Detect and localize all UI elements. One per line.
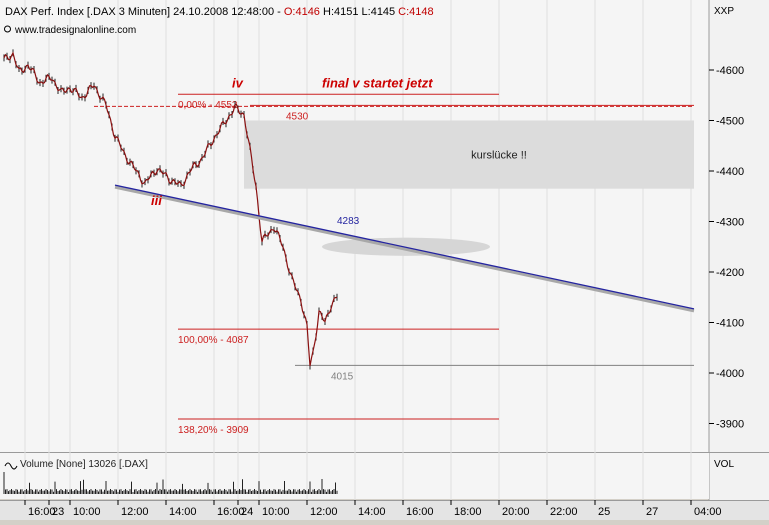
x-tick-label-6: 24 (241, 506, 253, 518)
copyright-icon (4, 25, 11, 33)
x-tick-label-4: 14:00 (169, 506, 197, 518)
y-tick-label-6: -4500 (716, 116, 744, 128)
header-title: DAX Perf. Index [.DAX 3 Minuten] 24.10.2… (5, 6, 434, 18)
y-axis-strip (709, 0, 769, 500)
gap-zone-label: kurslücke !! (471, 150, 527, 162)
x-tick-label-1: 23 (52, 506, 64, 518)
volume-axis-label: VOL (714, 459, 734, 470)
wave-annotation-2: iii (151, 193, 162, 208)
level-label-2: 4530 (286, 111, 309, 122)
trendline (114, 184, 695, 310)
y-tick-label-7: -4600 (716, 65, 744, 77)
y-tick-label-0: -3900 (716, 419, 744, 431)
y-tick-label-3: -4200 (716, 267, 744, 279)
x-axis-strip (0, 500, 769, 520)
volume-wave-icon (4, 462, 18, 470)
x-tick-label-14: 25 (598, 506, 610, 518)
x-tick-label-9: 14:00 (358, 506, 386, 518)
level-label-4: 4015 (331, 371, 354, 382)
x-tick-label-3: 12:00 (121, 506, 149, 518)
x-tick-label-12: 20:00 (502, 506, 530, 518)
trendline-label: 4283 (337, 216, 360, 227)
gap-zone (244, 120, 694, 189)
wave-annotation-1: final v startet jetzt (322, 76, 433, 91)
axis-code: XXP (714, 6, 734, 17)
x-tick-label-11: 18:00 (454, 506, 482, 518)
y-tick-label-5: -4400 (716, 166, 744, 178)
x-tick-label-7: 10:00 (262, 506, 290, 518)
x-tick-label-2: 10:00 (73, 506, 101, 518)
x-tick-label-15: 27 (646, 506, 658, 518)
x-tick-label-16: 04:00 (694, 506, 722, 518)
x-tick-label-10: 16:00 (406, 506, 434, 518)
y-tick-label-2: -4100 (716, 318, 744, 330)
price-series-line (3, 51, 338, 367)
trendline-shadow (114, 185, 695, 313)
x-tick-label-8: 12:00 (310, 506, 338, 518)
y-tick-label-1: -4000 (716, 368, 744, 380)
x-tick-label-5: 16:00 (217, 506, 245, 518)
wave-annotation-0: iv (232, 76, 244, 91)
y-tick-label-4: -4300 (716, 217, 744, 229)
volume-label: Volume [None] 13026 [.DAX] (20, 459, 148, 470)
level-label-3: 100,00% - 4087 (178, 335, 249, 346)
x-tick-label-0: 16:00 (28, 506, 56, 518)
level-label-5: 138,20% - 3909 (178, 425, 249, 436)
x-tick-label-13: 22:00 (550, 506, 578, 518)
level-label-0: 0,00% - 4552 (178, 100, 238, 111)
website-label: www.tradesignalonline.com (14, 25, 136, 36)
